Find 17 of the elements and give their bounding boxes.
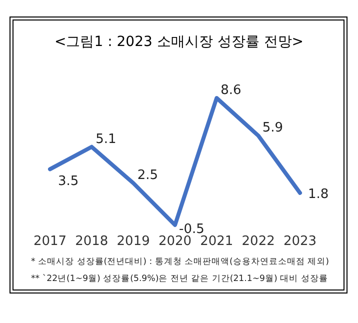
x-tick-label: 2020 — [158, 234, 192, 249]
x-tick-label: 2021 — [200, 234, 234, 249]
data-label: 8.6 — [220, 83, 242, 98]
x-tick-label: 2017 — [33, 234, 67, 249]
data-label: -0.5 — [179, 222, 204, 237]
data-label: 5.9 — [262, 120, 284, 136]
x-tick-label: 2019 — [116, 234, 150, 249]
x-tick-label: 2023 — [283, 234, 317, 249]
data-label: 1.8 — [308, 186, 329, 202]
data-label: 2.5 — [137, 168, 158, 184]
data-label: 5.1 — [96, 132, 116, 147]
x-tick-label: 2022 — [242, 234, 275, 249]
text: ** `22년(1~9월) 성장률(5.9%)은 전년 같은 기간(21.1~9월) 대비 성장률 — [31, 274, 328, 284]
text: * 소매시장 성장률(전년대비) : 통계청 소매판매액(승용차연료소매점 제외) — [31, 257, 329, 267]
chart-title: <그림1 : 2023 소매시장 성장률 전망> — [54, 34, 304, 50]
x-tick-label: 2018 — [75, 234, 108, 249]
data-label: 3.5 — [58, 174, 79, 190]
